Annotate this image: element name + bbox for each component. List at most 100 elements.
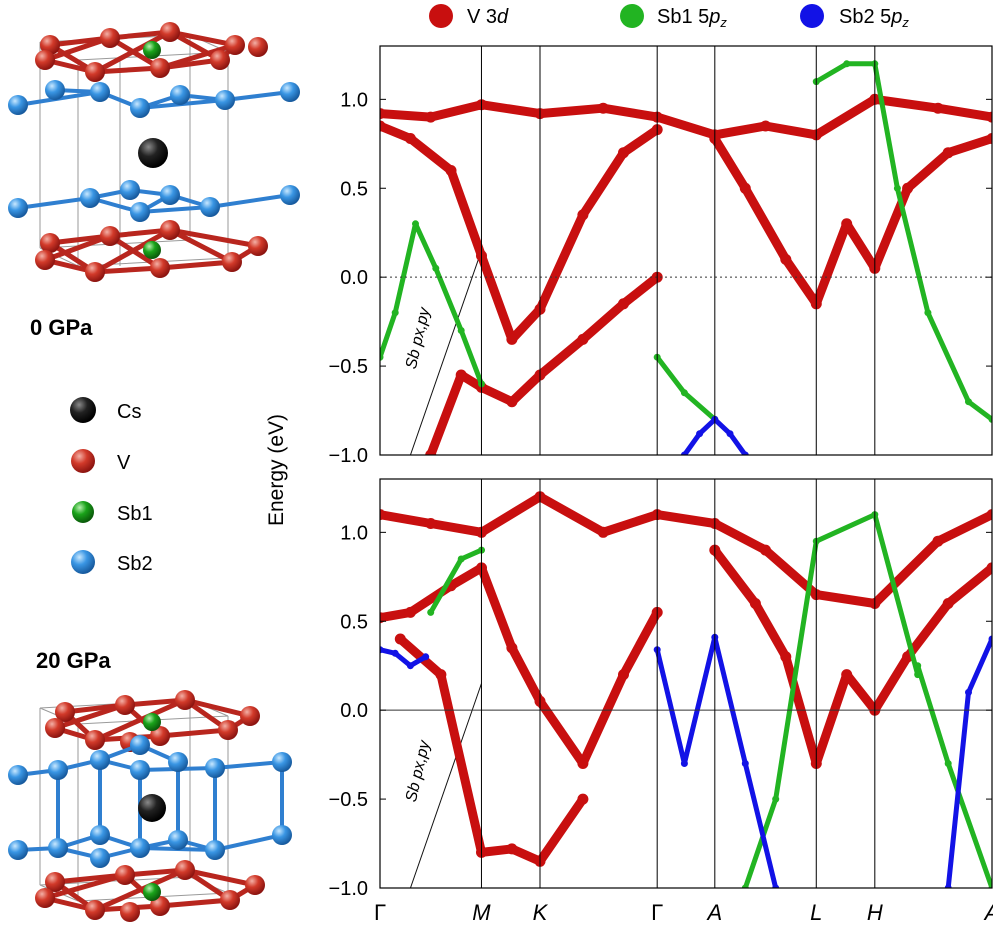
kpath-label: K [533, 900, 549, 925]
band-point [598, 103, 609, 114]
v-atom [120, 902, 140, 922]
kpath-label: Γ [374, 900, 386, 925]
sb2-atom [90, 848, 110, 868]
v-atom [160, 22, 180, 42]
sb2-atom [8, 95, 28, 115]
band-point [446, 165, 457, 176]
cs-atom-0gpa [138, 138, 168, 168]
band-point [392, 650, 399, 657]
band-point [458, 327, 465, 334]
legend-sb1-5pz-marker [620, 4, 644, 28]
v-atom [85, 262, 105, 282]
band-series-5 [657, 357, 715, 419]
band-point [943, 598, 954, 609]
band-series-4 [380, 224, 482, 384]
legend-sb2-5pz-label: Sb2 5pz [839, 6, 909, 30]
band-point [506, 396, 517, 407]
band-point [760, 545, 771, 556]
v-atom [150, 258, 170, 278]
band-point [425, 112, 436, 123]
band-lines [375, 491, 993, 891]
y-tick-label: −0.5 [329, 356, 368, 378]
sb2-atom [130, 735, 150, 755]
sb2-atom [160, 185, 180, 205]
v-atom [35, 250, 55, 270]
band-point [458, 556, 465, 563]
y-axis-title: Energy (eV) [265, 414, 288, 526]
sb2-atom [80, 188, 100, 208]
legend-v-label: V [117, 452, 131, 474]
sb2-atom [205, 840, 225, 860]
band-point [435, 669, 446, 680]
band-point [740, 183, 751, 194]
band-series-9 [948, 639, 992, 888]
sb2-atom [130, 98, 150, 118]
sb2-atom [280, 82, 300, 102]
kpath-label: A [983, 900, 993, 925]
band-point [894, 185, 901, 192]
sb2-atom [8, 840, 28, 860]
pressure-label-20gpa: 20 GPa [36, 648, 111, 673]
band-point [681, 760, 688, 767]
legend-sb1-5pz-label: Sb1 5pz [657, 6, 727, 30]
v-atom [220, 890, 240, 910]
sb-pxpy-annotation: Sb px,py [403, 738, 434, 803]
band-series-0 [380, 568, 657, 764]
band-point [577, 334, 588, 345]
band-point [412, 220, 419, 227]
sb2-atom [90, 750, 110, 770]
pressure-label-0gpa: 0 GPa [30, 315, 93, 340]
legend-cs-label: Cs [117, 401, 141, 423]
v-atom [115, 695, 135, 715]
band-point [506, 334, 517, 345]
kpath-labels: ΓMKΓALHA [374, 900, 993, 925]
band-point [933, 103, 944, 114]
legend-sb2-label: Sb2 [117, 553, 153, 575]
v-atom [85, 62, 105, 82]
atom-legend: Cs V Sb1 Sb2 [70, 397, 153, 575]
band-point [750, 598, 761, 609]
kpath-label: Γ [651, 900, 663, 925]
v-atom [35, 888, 55, 908]
kpath-label: L [810, 900, 822, 925]
band-point [577, 758, 588, 769]
sb2-atom [170, 85, 190, 105]
band-point [841, 669, 852, 680]
band-point [427, 609, 434, 616]
legend-sb1-label: Sb1 [117, 503, 153, 525]
band-point [425, 518, 436, 529]
band-point [422, 653, 429, 660]
sb2-atom [215, 90, 235, 110]
v-atom [248, 236, 268, 256]
v-atom [160, 220, 180, 240]
band-point [902, 183, 913, 194]
band-point [843, 60, 850, 67]
v-atom [225, 35, 245, 55]
sb2-atom [48, 838, 68, 858]
v-atom [240, 706, 260, 726]
band-point [696, 430, 703, 437]
band-point [577, 794, 588, 805]
legend-v3d-marker [429, 4, 453, 28]
band-point [618, 147, 629, 158]
y-tick-label: −1.0 [329, 878, 368, 900]
legend-v3d-label: V 3d [467, 6, 509, 28]
y-tick-label: 0.0 [340, 700, 368, 722]
kpath-label: H [867, 900, 883, 925]
v-atom [245, 875, 265, 895]
band-point [681, 389, 688, 396]
sb2-atom [130, 838, 150, 858]
legend-sb1-marker [72, 501, 94, 523]
kpath-label: A [705, 900, 722, 925]
v-atom [150, 58, 170, 78]
band-point [506, 843, 517, 854]
band-point [933, 536, 944, 547]
sb2-atom [272, 825, 292, 845]
v-atom [40, 233, 60, 253]
band-point [577, 209, 588, 220]
sb-pxpy-annotation: Sb px,py [403, 305, 434, 370]
band-point [405, 607, 416, 618]
v-atom [248, 37, 268, 57]
v-atom [175, 690, 195, 710]
